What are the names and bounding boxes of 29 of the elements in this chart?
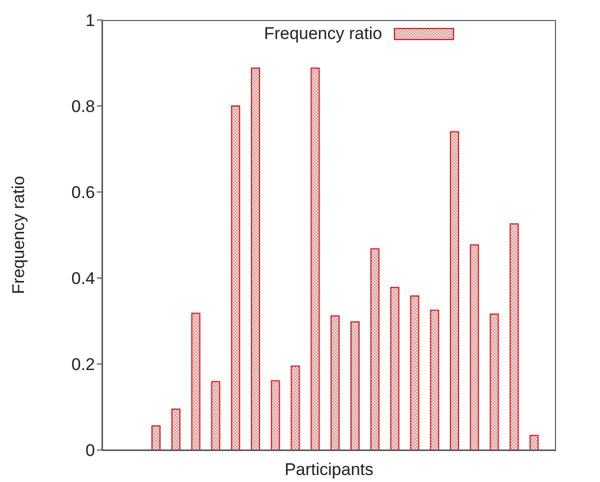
bar	[310, 68, 320, 450]
bar	[430, 310, 440, 450]
y-tick-label: 0.6	[71, 183, 95, 202]
y-axis-title: Frequency ratio	[9, 176, 28, 294]
bar	[290, 366, 300, 450]
bar	[231, 106, 240, 450]
bar	[450, 131, 459, 450]
bar	[390, 286, 400, 450]
bar	[191, 312, 200, 450]
y-tick-label: 1	[86, 11, 95, 30]
y-tick-label: 0	[86, 441, 95, 460]
bar	[251, 68, 260, 450]
bar	[530, 434, 539, 450]
bar	[171, 408, 180, 450]
legend-label: Frequency ratio	[264, 24, 382, 44]
bar	[470, 244, 479, 450]
y-tick-label: 0.2	[71, 355, 95, 374]
bar	[330, 315, 340, 450]
x-axis-title: Participants	[284, 460, 374, 479]
y-tick-label: 0.4	[71, 269, 95, 288]
y-tick-label: 0.8	[71, 97, 95, 116]
bar	[270, 380, 280, 450]
bar	[490, 314, 499, 450]
bar	[510, 223, 519, 450]
bar	[410, 296, 420, 450]
bar	[211, 381, 220, 450]
bar	[350, 321, 360, 450]
bar	[152, 425, 160, 450]
bar	[370, 248, 380, 450]
